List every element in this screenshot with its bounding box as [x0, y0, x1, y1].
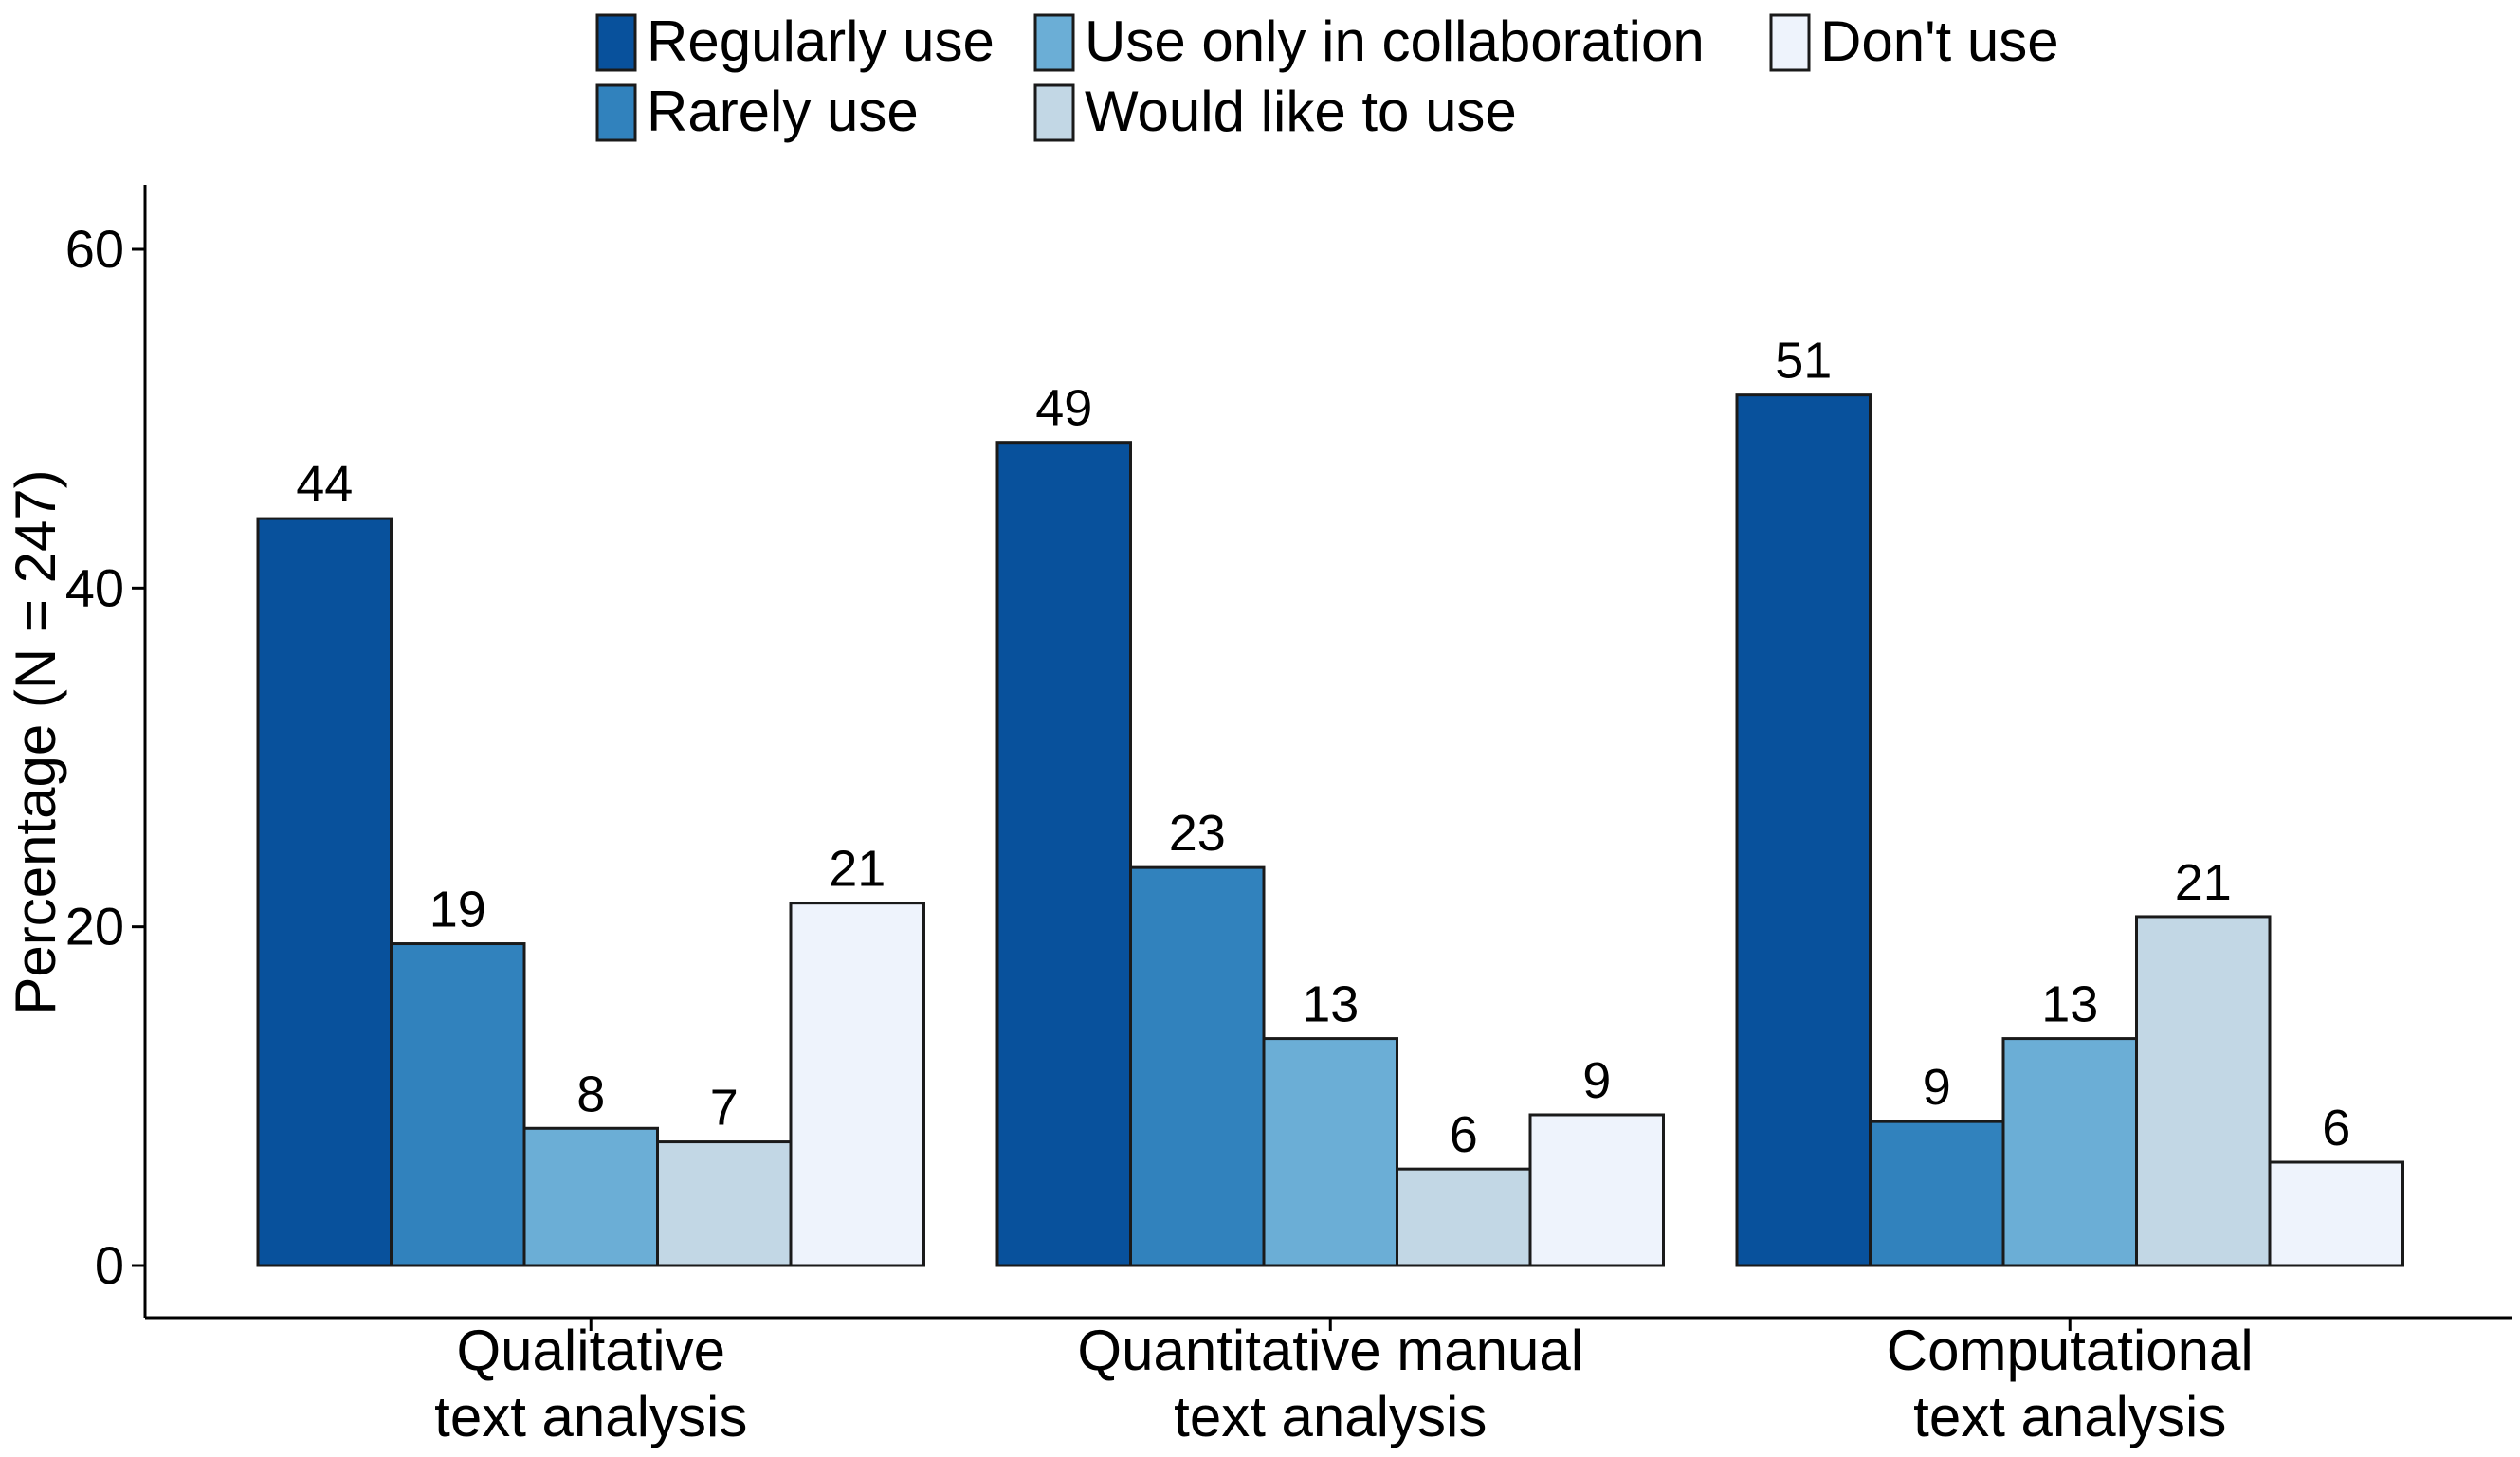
legend: Regularly use Rarely use Use only in colla…: [595, 9, 2059, 143]
data-label: 6: [2322, 1100, 2350, 1156]
value-labels: 44 19 8 7 21 49 23 13 6 9 51 9 13 21 6: [296, 333, 2350, 1164]
bar-use-only-in-collaboration-qualitative: [522, 1126, 659, 1267]
bar-don-t-use-qualitative: [789, 902, 925, 1267]
x-tick-label: text analysis: [1913, 1385, 2226, 1448]
y-tick-label: 40: [65, 557, 124, 617]
legend-label-don-t-use: Don't use: [1820, 9, 2059, 73]
legend-label-use-only-in-collaboration: Use only in collaboration: [1085, 9, 1705, 73]
legend-swatch-would-like-to-use: [1033, 83, 1075, 142]
data-label: 19: [429, 882, 486, 938]
y-tick-label: 60: [65, 219, 124, 279]
bar-don-t-use-computational: [2268, 1160, 2404, 1267]
y-tick-label: 20: [65, 897, 124, 956]
y-tick-label: 0: [95, 1235, 124, 1295]
bar-rarely-use-computational: [1869, 1120, 2005, 1267]
x-tick-label: text analysis: [434, 1385, 747, 1448]
data-label: 51: [1775, 333, 1832, 390]
data-label: 7: [710, 1080, 739, 1137]
data-label: 8: [576, 1065, 605, 1122]
bar-don-t-use-quantitative-manual: [1528, 1113, 1665, 1267]
legend-label-rarely-use: Rarely use: [647, 80, 919, 143]
data-label: 44: [296, 456, 353, 513]
bar-rarely-use-qualitative: [390, 942, 526, 1267]
legend-swatch-rarely-use: [595, 83, 637, 142]
bars: [256, 393, 2404, 1267]
bar-rarely-use-quantitative-manual: [1129, 865, 1266, 1267]
data-label: 13: [1302, 976, 1359, 1033]
bar-would-like-to-use-computational: [2135, 915, 2272, 1267]
legend-label-would-like-to-use: Would like to use: [1085, 80, 1517, 143]
data-label: 9: [1923, 1059, 1951, 1116]
bar-use-only-in-collaboration-quantitative-manual: [1262, 1037, 1398, 1267]
data-label: 21: [829, 841, 886, 898]
legend-label-regularly-use: Regularly use: [647, 9, 995, 73]
data-label: 6: [1450, 1106, 1478, 1163]
data-label: 9: [1582, 1052, 1611, 1109]
legend-swatch-regularly-use: [595, 13, 637, 72]
data-label: 21: [2175, 854, 2232, 911]
bar-use-only-in-collaboration-computational: [2001, 1037, 2138, 1267]
legend-swatch-don-t-use: [1769, 13, 1811, 72]
x-tick-label: Qualitative: [457, 1319, 725, 1382]
x-tick-label: Computational: [1887, 1319, 2254, 1382]
data-label: 13: [2041, 976, 2098, 1033]
data-label: 49: [1035, 380, 1092, 437]
bar-would-like-to-use-qualitative: [656, 1140, 793, 1267]
data-label: 23: [1169, 805, 1226, 862]
bar-regularly-use-computational: [1735, 393, 1872, 1267]
x-tick-label: text analysis: [1174, 1385, 1487, 1448]
bar-would-like-to-use-quantitative-manual: [1396, 1167, 1532, 1267]
bar-regularly-use-qualitative: [256, 517, 393, 1267]
bar-regularly-use-quantitative-manual: [995, 441, 1132, 1267]
y-axis-label: Percentage (N = 247): [4, 469, 67, 1014]
x-tick-label: Quantitative manual: [1077, 1319, 1583, 1382]
legend-swatch-use-only-in-collaboration: [1033, 13, 1075, 72]
